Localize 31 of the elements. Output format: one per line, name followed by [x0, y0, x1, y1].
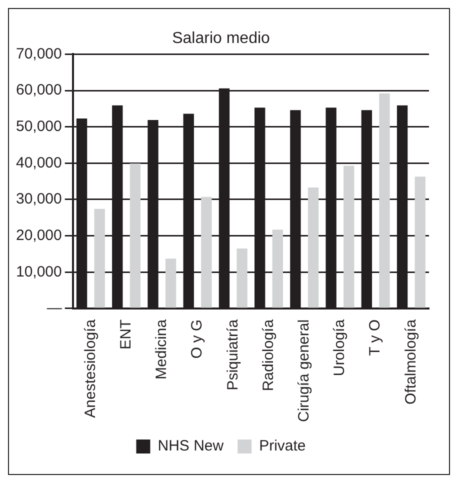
legend-label: Private	[259, 438, 306, 455]
y-tick-label: 30,000	[16, 190, 62, 208]
bar	[344, 166, 354, 308]
y-tick-label: 20,000	[16, 226, 62, 244]
bar	[165, 258, 176, 308]
bar	[201, 196, 212, 308]
y-tick-label: 50,000	[16, 118, 62, 135]
bar	[130, 164, 141, 308]
x-tick-label: O y G	[188, 319, 206, 359]
y-tick-label: 10,000	[16, 263, 62, 280]
legend-label: NHS New	[158, 438, 224, 455]
bar	[379, 93, 390, 308]
x-tick-label: Oftalmología	[402, 318, 420, 404]
bar	[308, 187, 319, 308]
x-tick-label: Medicina	[153, 318, 170, 380]
y-tick-label: 70,000	[16, 45, 62, 62]
bar	[414, 176, 426, 308]
chart-title: Salario medio	[172, 30, 270, 48]
x-tick-label: Psiquiatría	[224, 318, 242, 390]
x-tick-label: T y O	[366, 319, 384, 356]
x-tick-label: Cirugía general	[296, 319, 312, 422]
x-tick-label: Radiología	[260, 318, 277, 392]
y-tick-label: 40,000	[16, 154, 62, 172]
y-tick-label: —	[46, 300, 62, 317]
bar	[94, 208, 105, 308]
x-tick-label: ENT	[117, 319, 134, 350]
y-tick-label: 60,000	[16, 82, 62, 99]
bar	[236, 248, 248, 308]
x-tick-label: Anestesiología	[82, 318, 99, 418]
bar	[272, 230, 283, 308]
x-tick-label: Urología	[331, 318, 348, 376]
